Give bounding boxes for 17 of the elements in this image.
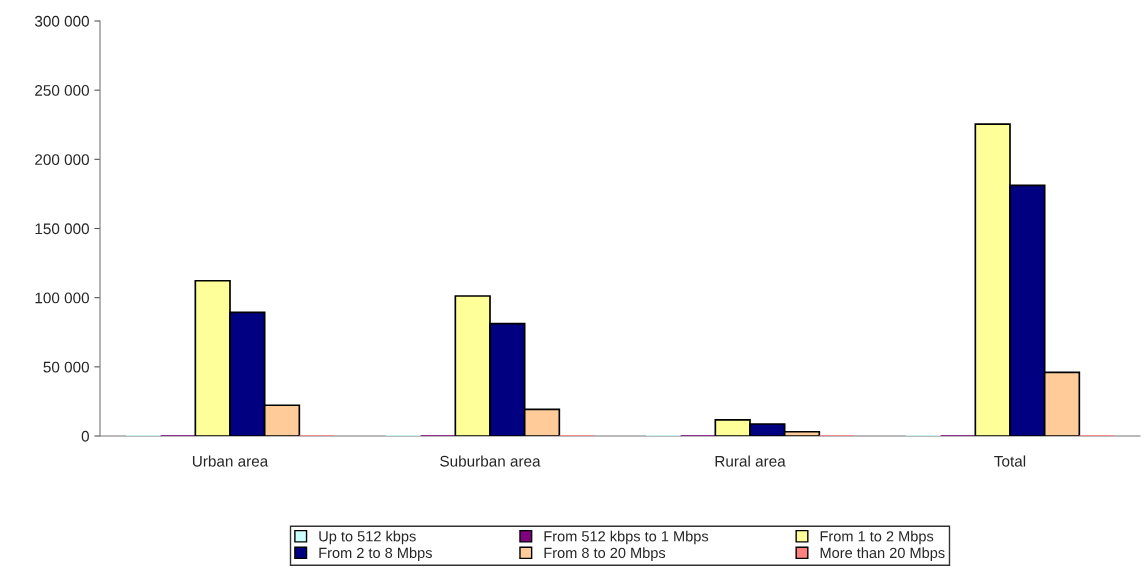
y-tick-label: 50 000	[43, 361, 89, 373]
legend-label: Up to 512 kbps	[319, 530, 416, 545]
legend-label: From 2 to 8 Mbps	[319, 547, 432, 561]
legend-label: From 512 kbps to 1 Mbps	[544, 530, 709, 545]
y-tick-label: 250 000	[35, 85, 89, 96]
legend-label: More than 20 Mbps	[820, 547, 945, 561]
x-tick-label: Total	[994, 455, 1026, 467]
y-tick-label: 300 000	[34, 15, 89, 27]
legend-label: From 1 to 2 Mbps	[820, 530, 934, 545]
x-tick-label: Urban area	[192, 455, 269, 467]
y-tick-label: 200 000	[35, 154, 89, 166]
y-tick-label: 100 000	[35, 292, 89, 304]
y-tick-label: 0	[81, 430, 89, 442]
x-tick-label: Suburban area	[440, 455, 541, 467]
x-tick-label: Rural area	[715, 455, 786, 467]
y-tick-label: 150 000	[35, 223, 89, 235]
legend-label: From 8 to 20 Mbps	[544, 547, 666, 561]
